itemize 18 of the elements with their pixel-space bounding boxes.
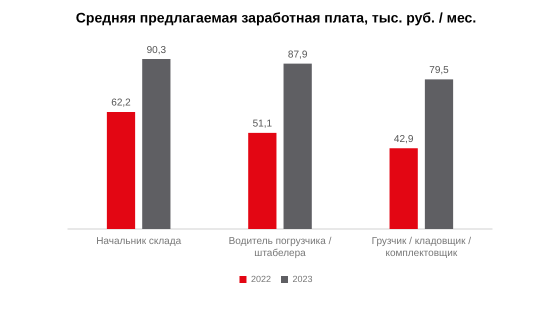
chart-title: Средняя предлагаемая заработная плата, тыс. руб. / мес. <box>76 9 476 26</box>
x-tick-label: Грузчик / кладовщик / комплектовщик <box>372 236 472 259</box>
bar <box>106 112 136 229</box>
data-label: 90,3 <box>146 44 166 56</box>
data-label: 51,1 <box>252 118 272 130</box>
data-label: 87,9 <box>288 49 308 60</box>
bar <box>142 59 170 229</box>
data-label: 62,2 <box>111 98 132 109</box>
bar <box>284 64 312 229</box>
legend-label: 2023 <box>292 274 313 284</box>
x-tick-label: Водитель погрузчика / штабелера <box>228 236 332 259</box>
legend-label: 2022 <box>250 274 272 284</box>
bar <box>390 148 418 229</box>
data-label: 79,5 <box>429 65 450 76</box>
bar <box>248 132 276 229</box>
x-tick-label: Начальник склада <box>96 236 182 247</box>
data-label: 42,9 <box>394 134 414 146</box>
bar <box>424 79 454 229</box>
